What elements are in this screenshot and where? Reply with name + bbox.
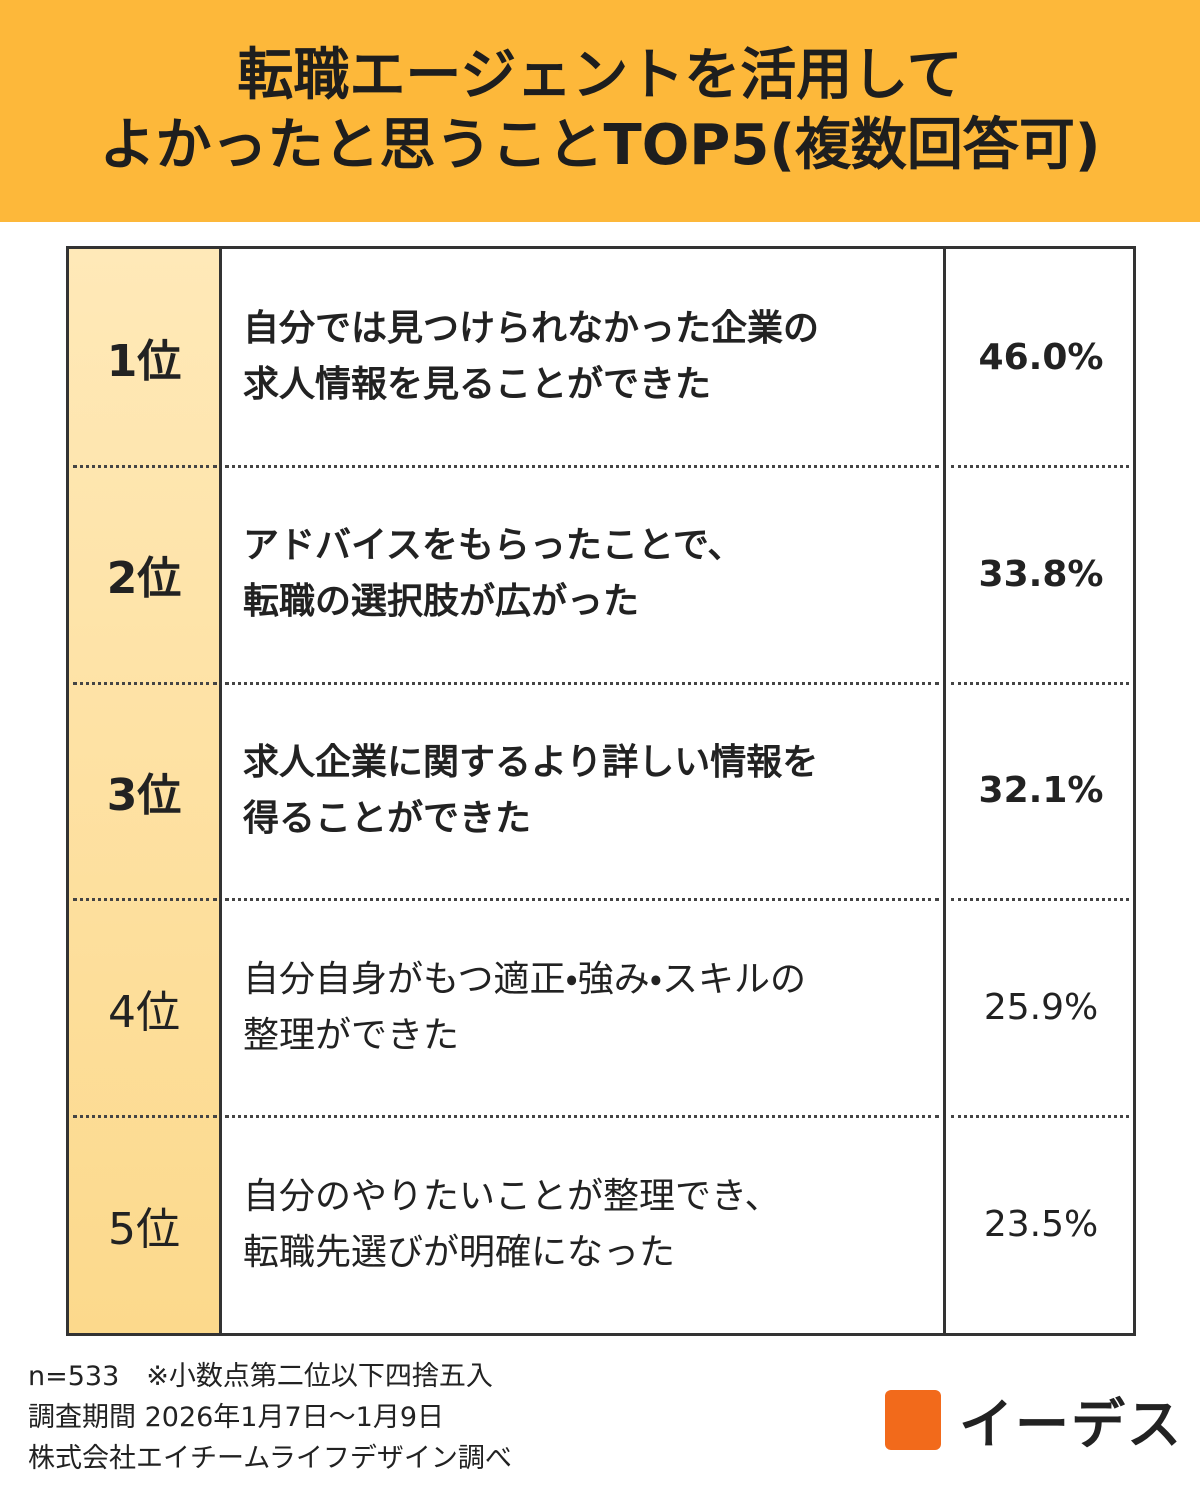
table-row: 1位 自分では見つけられなかった企業の 求人情報を見ることができた 46.0%	[69, 249, 1133, 466]
rank-column	[69, 249, 222, 1333]
footer-notes: n=533 ※小数点第二位以下四捨五入 調査期間 2026年1月7日〜1月9日株式…	[28, 1356, 512, 1479]
percentage: 25.9%	[983, 987, 1099, 1029]
note-line: 株式会社エイチームライフデザイン調べ	[28, 1443, 512, 1474]
description-line: 自分のやりたいことが整理でき、	[243, 1175, 781, 1217]
percentage: 32.1%	[978, 770, 1104, 812]
percentage: 46.0%	[978, 336, 1104, 378]
rank: 1位	[106, 336, 182, 388]
description: 求人企業に関するより詳しい情報を 得ることができた	[243, 683, 943, 900]
description-line: 自分では見つけられなかった企業の	[243, 308, 820, 350]
row-separator	[951, 681, 1129, 685]
description-line: 転職の選択肢が広がった	[243, 581, 640, 623]
description-line: 求人情報を見ることができた	[243, 364, 712, 406]
description-line: 整理ができた	[243, 1014, 460, 1056]
ranking-table: 1位 自分では見つけられなかった企業の 求人情報を見ることができた 46.0% 2位 アド…	[66, 246, 1136, 1336]
table-row: 3位 求人企業に関するより詳しい情報を 得ることができた 32.1%	[69, 683, 1133, 900]
row-separator	[225, 464, 939, 468]
table-row: 2位 アドバイスをもらったことで、 転職の選択肢が広がった 33.8%	[69, 466, 1133, 683]
description: 自分自身がもつ適正・強み・スキルの 整理ができた	[243, 899, 943, 1116]
rank: 3位	[106, 769, 182, 821]
description: 自分のやりたいことが整理でき、 転職先選びが明確になった	[243, 1116, 943, 1333]
logo-text: イーデス	[959, 1393, 1183, 1456]
percentage: 33.8%	[978, 553, 1104, 595]
logo-icon	[885, 1389, 941, 1450]
table-row: 4位 自分自身がもつ適正・強み・スキルの 整理ができた 25.9%	[69, 899, 1133, 1116]
description-line: 求人企業に関するより詳しい情報を	[243, 741, 819, 783]
row-separator	[73, 898, 217, 902]
row-separator	[73, 681, 217, 685]
rank: 4位	[108, 986, 180, 1038]
description-line: 自分自身がもつ適正・強み・スキルの	[243, 958, 807, 1000]
row-separator	[951, 898, 1129, 902]
note-line: n=533 ※小数点第二位以下四捨五入	[28, 1361, 493, 1392]
title-line: よかったと思うことTOP5(複数回答可)	[99, 113, 1101, 178]
logo: イーデス	[885, 1380, 1183, 1459]
description: 自分では見つけられなかった企業の 求人情報を見ることができた	[243, 249, 943, 466]
description-line: アドバイスをもらったことで、	[243, 525, 744, 567]
column-divider	[943, 249, 950, 1333]
description: アドバイスをもらったことで、 転職の選択肢が広がった	[243, 466, 943, 683]
row-separator	[73, 1115, 217, 1119]
row-separator	[225, 898, 939, 902]
description-line: 得ることができた	[243, 797, 532, 839]
table-row: 5位 自分のやりたいことが整理でき、 転職先選びが明確になった 23.5%	[69, 1116, 1133, 1333]
row-separator	[225, 681, 939, 685]
row-separator	[951, 464, 1129, 468]
title-line: 転職エージェントを活用して	[237, 43, 963, 108]
row-separator	[951, 1115, 1129, 1119]
percentage: 23.5%	[983, 1204, 1099, 1246]
description-line: 転職先選びが明確になった	[243, 1231, 676, 1273]
row-separator	[73, 464, 217, 468]
rank: 2位	[106, 553, 182, 605]
rank: 5位	[108, 1203, 180, 1255]
header: 転職エージェントを活用して よかったと思うことTOP5(複数回答可)	[0, 0, 1200, 222]
row-separator	[225, 1115, 939, 1119]
note-line: 調査期間 2026年1月7日〜1月9日	[28, 1402, 445, 1433]
